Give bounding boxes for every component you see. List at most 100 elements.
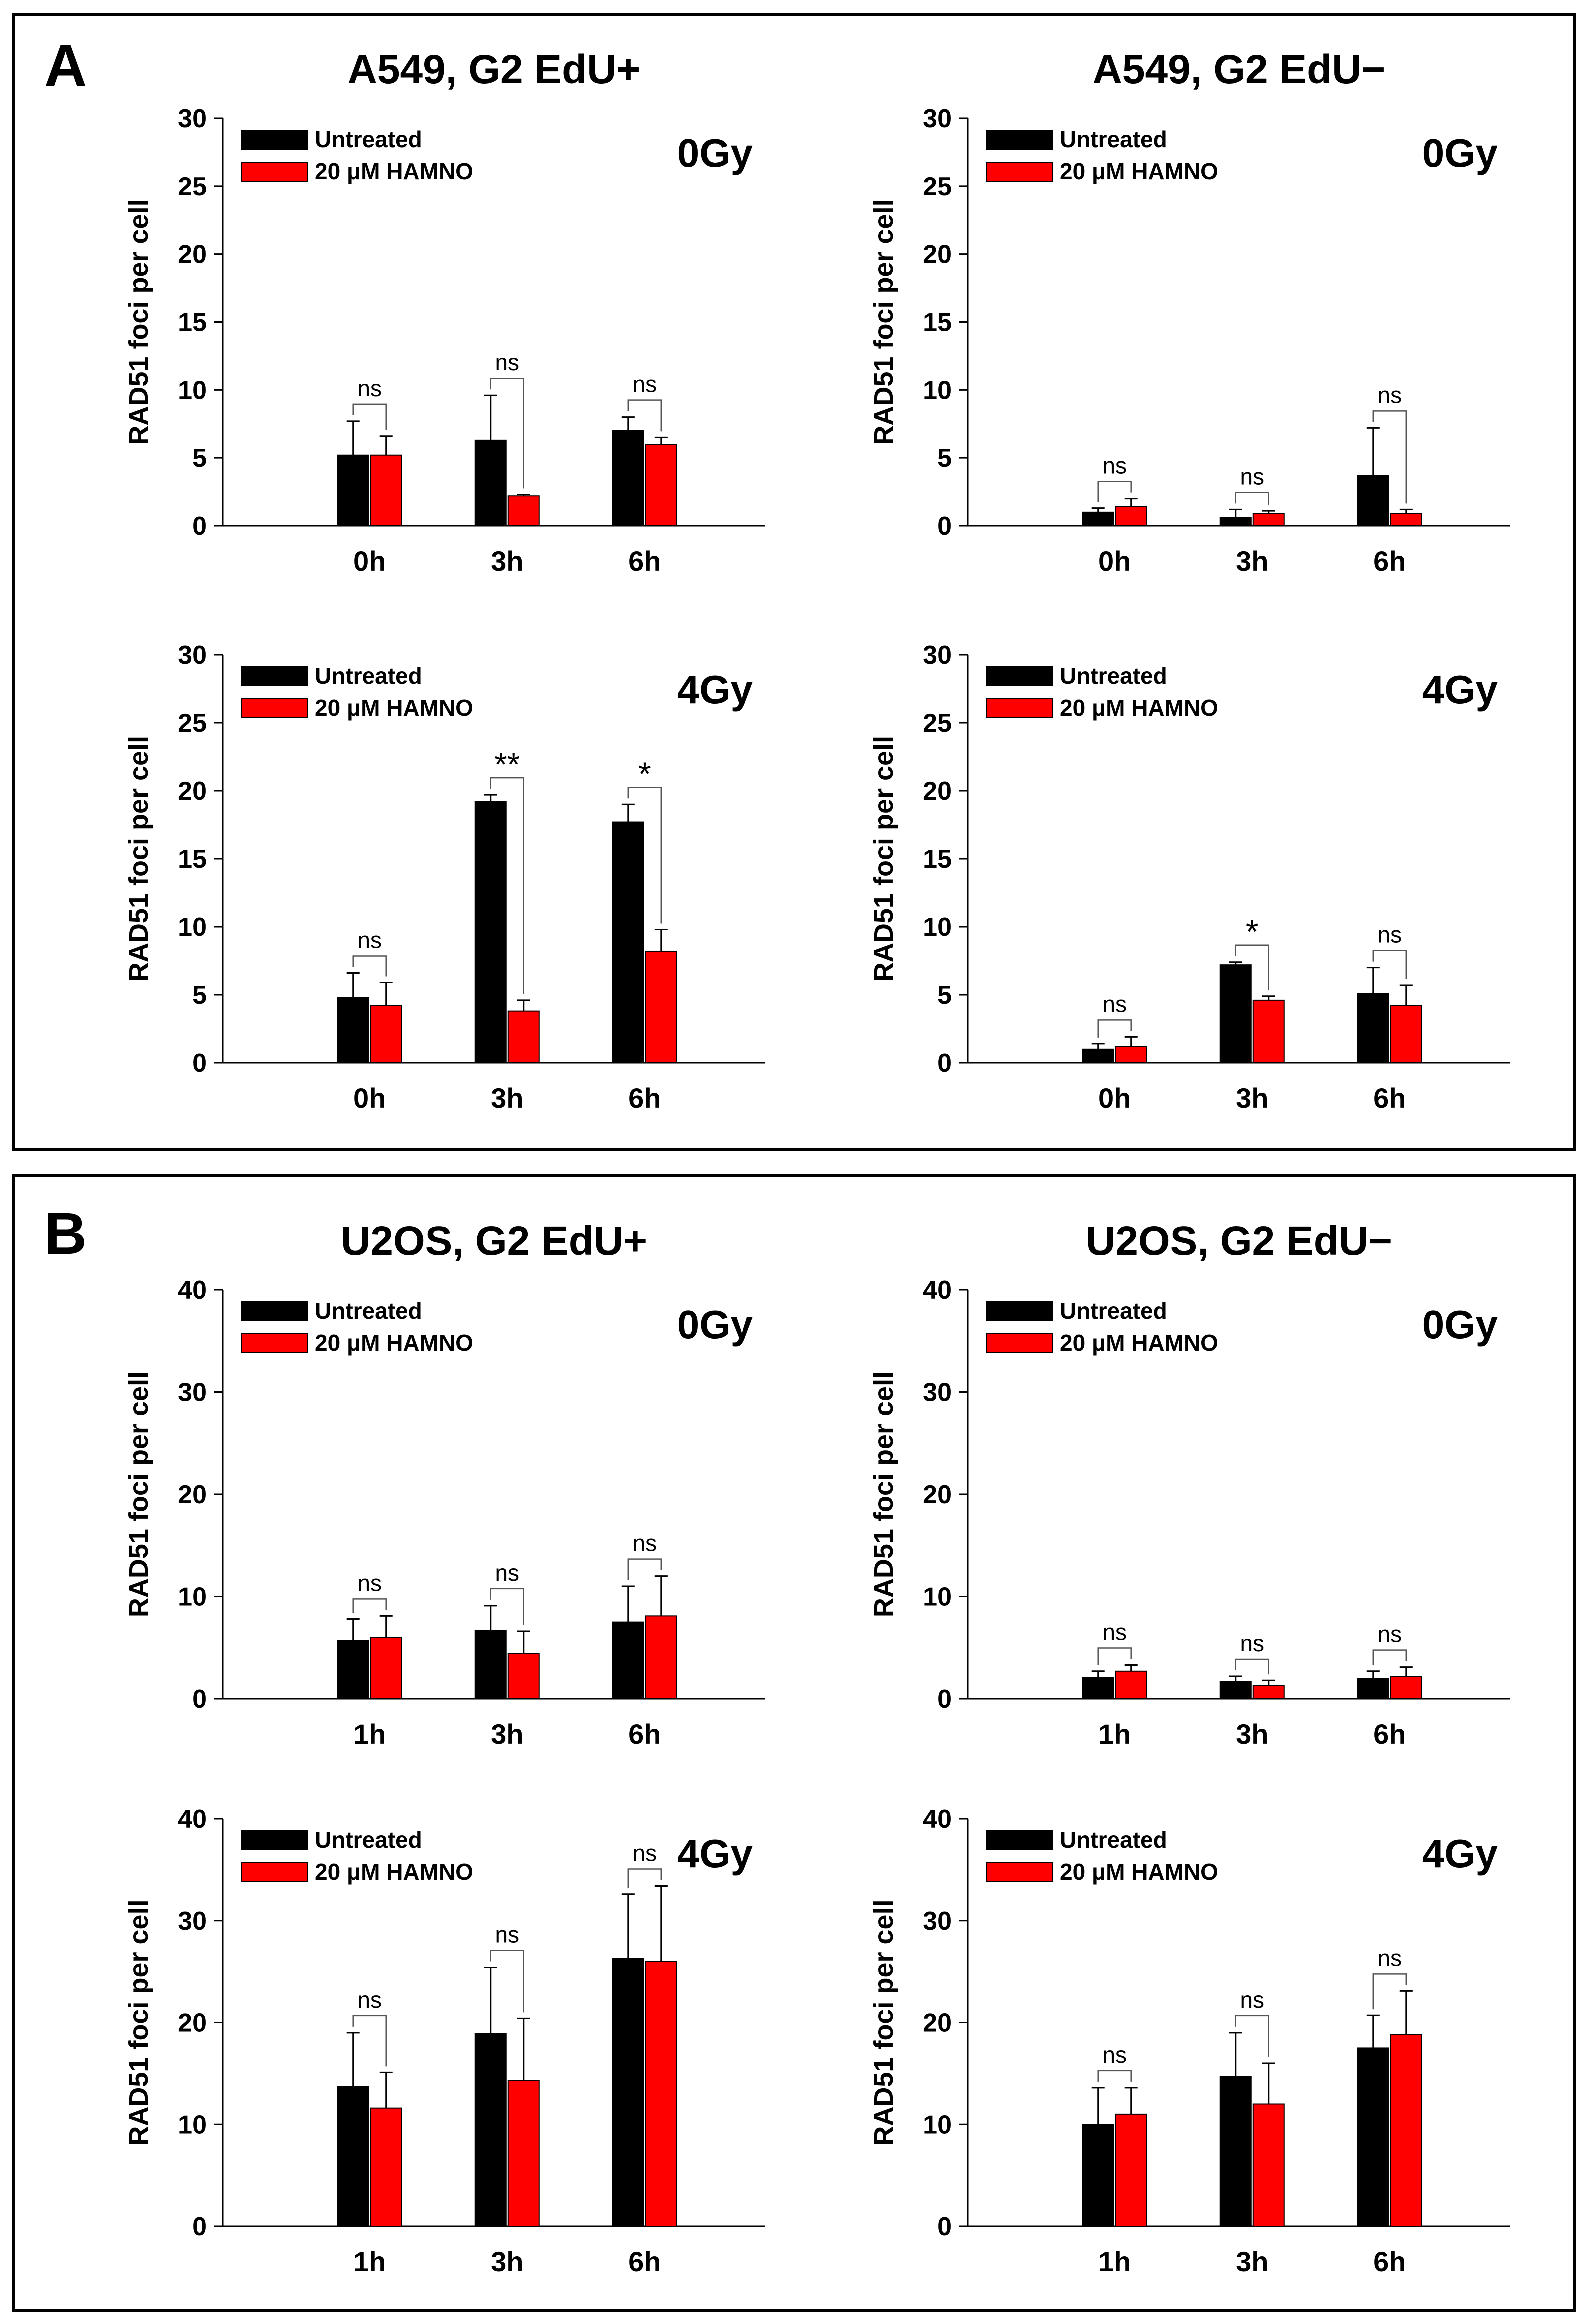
significance-label: ns: [1378, 1622, 1402, 1648]
y-tick-label: 25: [923, 709, 952, 738]
significance-bracket: [1097, 2070, 1132, 2082]
significance-label: ns: [1240, 1630, 1264, 1656]
x-tick-label: 6h: [628, 1718, 661, 1750]
legend-label-untreated: Untreated: [315, 1827, 422, 1853]
x-tick-label: 3h: [491, 2246, 523, 2278]
y-tick-label: 20: [178, 240, 207, 270]
bar-treated: [1390, 513, 1422, 527]
y-tick-label: 20: [178, 1480, 207, 1510]
y-tick-label: 30: [923, 641, 952, 670]
bar-untreated: [1082, 2124, 1114, 2227]
bar-treated: [645, 950, 677, 1064]
bar-treated: [1115, 1670, 1147, 1700]
legend-swatch-untreated: [986, 1830, 1053, 1850]
bar-untreated: [612, 1622, 644, 1700]
y-axis-label: RAD51 foci per cell: [869, 1900, 899, 2146]
legend-swatch-untreated: [986, 130, 1053, 150]
significance-bracket: [627, 786, 662, 924]
dose-label: 4Gy: [1422, 1832, 1498, 1876]
dose-label: 0Gy: [677, 131, 753, 176]
legend-swatch-treated: [241, 1334, 308, 1354]
significance-label: *: [1246, 914, 1259, 950]
legend-label-untreated: Untreated: [1060, 126, 1167, 152]
bar-treated: [1252, 1000, 1285, 1064]
chart-2: 0 5 10 15 20 25 30 RAD51 foci per cell 4Gy Untrea…: [124, 641, 765, 1114]
legend-label-treated: 20 μM HAMNO: [315, 1859, 473, 1885]
significance-label: ns: [357, 927, 382, 953]
y-tick-label: 10: [178, 1583, 207, 1612]
panel-letter-b: B: [44, 1201, 87, 1267]
significance-bracket: [1235, 944, 1270, 990]
y-tick-label: 5: [192, 444, 207, 473]
x-tick-label: 6h: [1373, 1718, 1406, 1750]
legend-swatch-treated: [241, 162, 308, 182]
chart-title: U2OS, G2 EdU−: [1086, 1218, 1392, 1264]
bar-treated: [1115, 2114, 1147, 2227]
y-tick-label: 20: [923, 1480, 952, 1510]
x-tick-label: 3h: [491, 1718, 523, 1750]
x-tick-label: 6h: [1373, 546, 1406, 577]
bar-treated: [507, 1010, 540, 1064]
y-tick-label: 20: [178, 2009, 207, 2038]
significance-label: ns: [1102, 991, 1127, 1017]
y-tick-label: 10: [923, 913, 952, 942]
bar-untreated: [337, 997, 369, 1064]
significance-bracket: [490, 378, 525, 489]
x-tick-label: 0h: [353, 546, 386, 577]
bar-treated: [1252, 2104, 1285, 2227]
significance-label: ns: [1102, 2042, 1127, 2068]
dose-label: 4Gy: [677, 1832, 753, 1876]
dose-label: 4Gy: [677, 668, 753, 712]
bar-treated: [507, 2080, 540, 2228]
x-tick-label: 6h: [628, 1082, 661, 1114]
y-tick-label: 20: [923, 777, 952, 806]
x-tick-label: 6h: [1373, 2246, 1406, 2278]
significance-bracket: [1372, 410, 1407, 504]
significance-bracket: [1097, 481, 1132, 502]
bar-untreated: [1082, 1677, 1114, 1700]
chart-title: A549, G2 EdU+: [348, 47, 641, 92]
panel-letter-a: A: [44, 33, 87, 99]
legend-swatch-untreated: [241, 1830, 308, 1850]
bar-untreated: [1357, 1678, 1389, 1700]
significance-bracket: [490, 777, 525, 994]
dose-label: 4Gy: [1422, 668, 1498, 712]
significance-label: ns: [357, 376, 382, 402]
significance-bracket: [1235, 1658, 1270, 1675]
bar-treated: [1115, 506, 1147, 527]
significance-bracket: [352, 956, 387, 977]
significance-bracket: [1372, 1650, 1407, 1666]
bar-untreated: [1357, 475, 1389, 527]
chart-3: 0 5 10 15 20 25 30 RAD51 foci per cell 4Gy Untrea…: [869, 641, 1510, 1114]
dose-label: 0Gy: [1422, 1302, 1498, 1347]
significance-bracket: [1372, 950, 1407, 980]
legend-label-untreated: Untreated: [1060, 1298, 1167, 1324]
bar-treated: [1390, 2034, 1422, 2227]
x-tick-label: 3h: [491, 546, 523, 577]
y-tick-label: 25: [923, 172, 952, 202]
significance-bracket: [352, 404, 387, 430]
bar-untreated: [474, 2033, 507, 2228]
significance-label: ns: [1102, 1620, 1127, 1646]
significance-label: ns: [495, 1922, 519, 1948]
significance-bracket: [352, 2015, 387, 2067]
bar-untreated: [1357, 2048, 1389, 2227]
significance-bracket: [627, 1868, 662, 1888]
legend-label-treated: 20 μM HAMNO: [1060, 1330, 1218, 1356]
y-tick-label: 40: [923, 1276, 952, 1305]
chart-0: 0 5 10 15 20 25 30 RAD51 foci per cell A549, G2 …: [124, 47, 765, 577]
y-tick-label: 0: [192, 2212, 207, 2242]
legend-label-untreated: Untreated: [1060, 1827, 1167, 1853]
y-tick-label: 30: [923, 1907, 952, 1936]
y-tick-label: 0: [192, 512, 207, 541]
legend-swatch-treated: [986, 162, 1053, 182]
x-tick-label: 6h: [628, 546, 661, 577]
x-tick-label: 0h: [353, 1082, 386, 1114]
y-tick-label: 0: [192, 1049, 207, 1078]
significance-bracket: [1235, 2015, 1270, 2058]
x-tick-label: 3h: [491, 1082, 523, 1114]
bar-untreated: [612, 430, 644, 526]
chart-5: 0 10 20 30 40 RAD51 foci per cell U2OS, G2 EdU…: [869, 1218, 1510, 1750]
significance-label: ns: [1240, 1987, 1264, 2013]
x-tick-label: 3h: [1236, 2246, 1268, 2278]
